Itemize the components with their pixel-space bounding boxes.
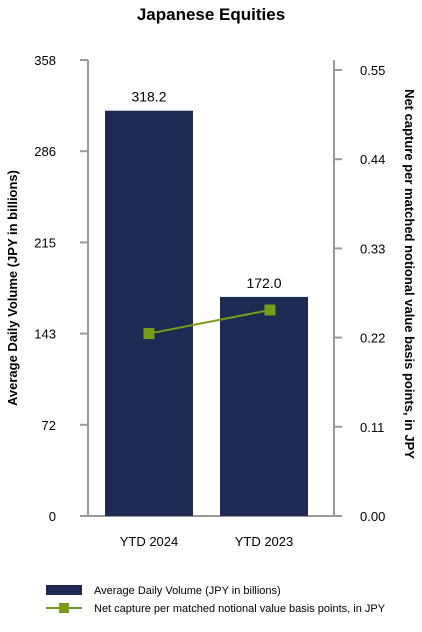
left-tick-label: 0 <box>49 509 56 524</box>
right-tick-label: 0.00 <box>360 509 385 524</box>
legend-label-line: Net capture per matched notional value b… <box>94 603 386 615</box>
right-tick-label: 0.33 <box>360 241 385 256</box>
left-tick-label: 358 <box>34 53 56 68</box>
left-tick-label: 215 <box>34 235 56 250</box>
right-tick-label: 0.44 <box>360 152 385 167</box>
line-point-1 <box>143 328 155 340</box>
right-tick-label: 0.11 <box>360 420 384 435</box>
line-series <box>148 309 271 335</box>
right-tick-label: 0.22 <box>360 331 385 346</box>
bar-1 <box>105 110 193 516</box>
x-tick-label: YTD 2024 <box>120 534 179 549</box>
bar-2 <box>220 296 308 516</box>
legend-label-bar: Average Daily Volume (JPY in billions) <box>94 585 281 597</box>
bar-data-label: 172.0 <box>246 275 281 291</box>
left-tick-label: 286 <box>34 144 56 159</box>
legend-swatch-marker <box>59 603 69 613</box>
y-axis-title-right: Net capture per matched notional value b… <box>402 89 417 459</box>
left-tick-label: 72 <box>42 418 56 433</box>
chart-title: Japanese Equities <box>137 5 285 24</box>
right-tick-label: 0.55 <box>360 63 385 78</box>
legend-swatch-bar <box>46 585 82 595</box>
x-tick-label: YTD 2023 <box>235 534 294 549</box>
line-point-2 <box>264 304 276 316</box>
y-axis-title-left: Average Daily Volume (JPY in billions) <box>5 170 20 406</box>
left-tick-label: 143 <box>34 327 56 342</box>
bar-data-label: 318.2 <box>131 89 166 105</box>
